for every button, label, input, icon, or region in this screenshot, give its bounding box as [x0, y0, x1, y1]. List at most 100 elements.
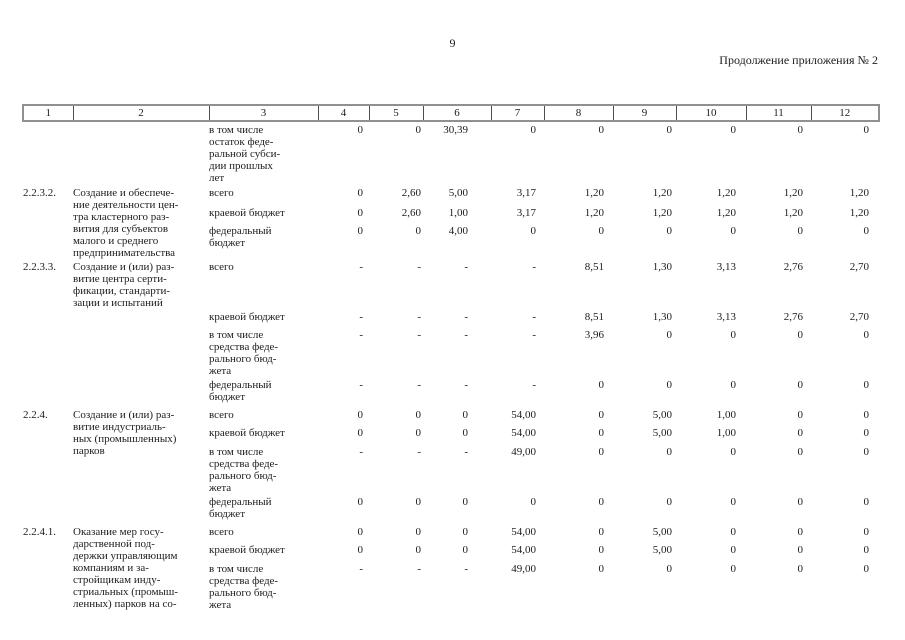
value-cell: 1,20 — [652, 187, 672, 199]
table-row: федеральный бюджет 0 0 4,00 0 0 0 0 0 0 — [23, 223, 879, 259]
column-header: 1 — [22, 104, 74, 122]
table-row: краевой бюджет 0 2,60 1,00 3,17 1,20 1,20 1,20 1… — [23, 205, 879, 223]
table-row: в том числе средства феде- рального бюд-… — [23, 561, 879, 611]
value-cell: 0 — [730, 544, 737, 556]
table-body: в том числе остаток феде- ральной субси-… — [23, 121, 879, 611]
value-cell: 0 — [598, 563, 605, 575]
value-cell: 0 — [666, 563, 673, 575]
budget-type-cell: в том числе остаток феде- ральной субси-… — [209, 124, 281, 184]
value-cell: 0 — [863, 427, 870, 439]
value-cell: 0 — [666, 379, 673, 391]
budget-type-cell: всего — [209, 409, 234, 421]
value-cell: 0 — [730, 496, 737, 508]
value-cell: 0 — [863, 329, 870, 341]
value-cell: - — [464, 446, 468, 458]
item-number-cell: 2.2.3.3. — [23, 261, 56, 273]
column-header: 6 — [422, 104, 492, 122]
column-header: 10 — [675, 104, 747, 122]
value-cell: 0 — [666, 446, 673, 458]
value-cell: 0 — [598, 225, 605, 237]
value-cell: 2,60 — [401, 187, 421, 199]
table-row: 2.2.4. Создание и (или) раз- витие индуст… — [23, 407, 879, 457]
value-cell: 0 — [357, 409, 364, 421]
value-cell: 0 — [797, 526, 804, 538]
value-cell: 0 — [797, 496, 804, 508]
value-cell: 5,00 — [652, 409, 672, 421]
column-header: 11 — [745, 104, 812, 122]
value-cell: - — [532, 329, 536, 341]
value-cell: 0 — [357, 187, 364, 199]
value-cell: 0 — [415, 225, 422, 237]
value-cell: - — [417, 329, 421, 341]
budget-type-cell: федеральный бюджет — [209, 496, 272, 520]
value-cell: - — [359, 261, 363, 273]
value-cell: - — [417, 261, 421, 273]
value-cell: 0 — [863, 379, 870, 391]
value-cell: 0 — [797, 409, 804, 421]
value-cell: 1,20 — [849, 207, 869, 219]
value-cell: 2,76 — [783, 311, 803, 323]
value-cell: 0 — [598, 409, 605, 421]
budget-type-cell: краевой бюджет — [209, 427, 285, 439]
value-cell: 0 — [462, 496, 469, 508]
item-name-cell: Оказание мер госу- дарственной под- держ… — [73, 526, 179, 610]
value-cell: 1,20 — [716, 187, 736, 199]
value-cell: 0 — [797, 124, 804, 136]
value-cell: 0 — [357, 544, 364, 556]
budget-type-cell: федеральный бюджет — [209, 225, 272, 249]
budget-type-cell: краевой бюджет — [209, 544, 285, 556]
value-cell: 0 — [415, 409, 422, 421]
value-cell: 0 — [415, 544, 422, 556]
value-cell: 1,30 — [652, 311, 672, 323]
appendix-continuation-label: Продолжение приложения № 2 — [719, 53, 878, 67]
column-header: 2 — [72, 104, 210, 122]
table-row: краевой бюджет - - - - 8,51 1,30 3,13 2,76 2,70 — [23, 309, 879, 327]
value-cell: 0 — [863, 409, 870, 421]
value-cell: 0 — [357, 526, 364, 538]
value-cell: 0 — [415, 496, 422, 508]
value-cell: - — [417, 311, 421, 323]
value-cell: 2,70 — [849, 311, 869, 323]
value-cell: 0 — [666, 124, 673, 136]
value-cell: 0 — [863, 526, 870, 538]
value-cell: - — [359, 311, 363, 323]
value-cell: 0 — [730, 563, 737, 575]
table-row: 2.2.3.3. Создание и (или) раз- витие цент… — [23, 259, 879, 309]
item-number-cell: 2.2.4. — [23, 409, 48, 421]
value-cell: 54,00 — [511, 427, 536, 439]
table-row: краевой бюджет 0 0 0 54,00 0 5,00 1,00 0 0 — [23, 425, 879, 444]
value-cell: 3,13 — [716, 311, 736, 323]
value-cell: 0 — [530, 124, 537, 136]
value-cell: 0 — [730, 526, 737, 538]
value-cell: 0 — [357, 225, 364, 237]
value-cell: 1,30 — [652, 261, 672, 273]
value-cell: - — [417, 563, 421, 575]
value-cell: 0 — [357, 496, 364, 508]
value-cell: 0 — [357, 207, 364, 219]
value-cell: 0 — [598, 124, 605, 136]
budget-type-cell: в том числе средства феде- рального бюд-… — [209, 563, 279, 611]
item-number-cell: 2.2.3.2. — [23, 187, 56, 199]
value-cell: 0 — [462, 427, 469, 439]
value-cell: 0 — [462, 409, 469, 421]
value-cell: 3,13 — [716, 261, 736, 273]
value-cell: 3,17 — [516, 187, 536, 199]
value-cell: - — [532, 311, 536, 323]
value-cell: 49,00 — [511, 446, 536, 458]
value-cell: 0 — [730, 329, 737, 341]
value-cell: - — [464, 329, 468, 341]
value-cell: - — [359, 379, 363, 391]
value-cell: 49,00 — [511, 563, 536, 575]
item-number-cell — [23, 121, 73, 185]
value-cell: 0 — [598, 427, 605, 439]
value-cell: 3,96 — [584, 329, 604, 341]
column-header: 8 — [543, 104, 614, 122]
budget-type-cell: всего — [209, 187, 234, 199]
value-cell: 0 — [863, 446, 870, 458]
item-number-cell: 2.2.4.1. — [23, 526, 56, 538]
column-header: 4 — [317, 104, 370, 122]
value-cell: 1,20 — [584, 207, 604, 219]
value-cell: 0 — [863, 225, 870, 237]
value-cell: 54,00 — [511, 526, 536, 538]
